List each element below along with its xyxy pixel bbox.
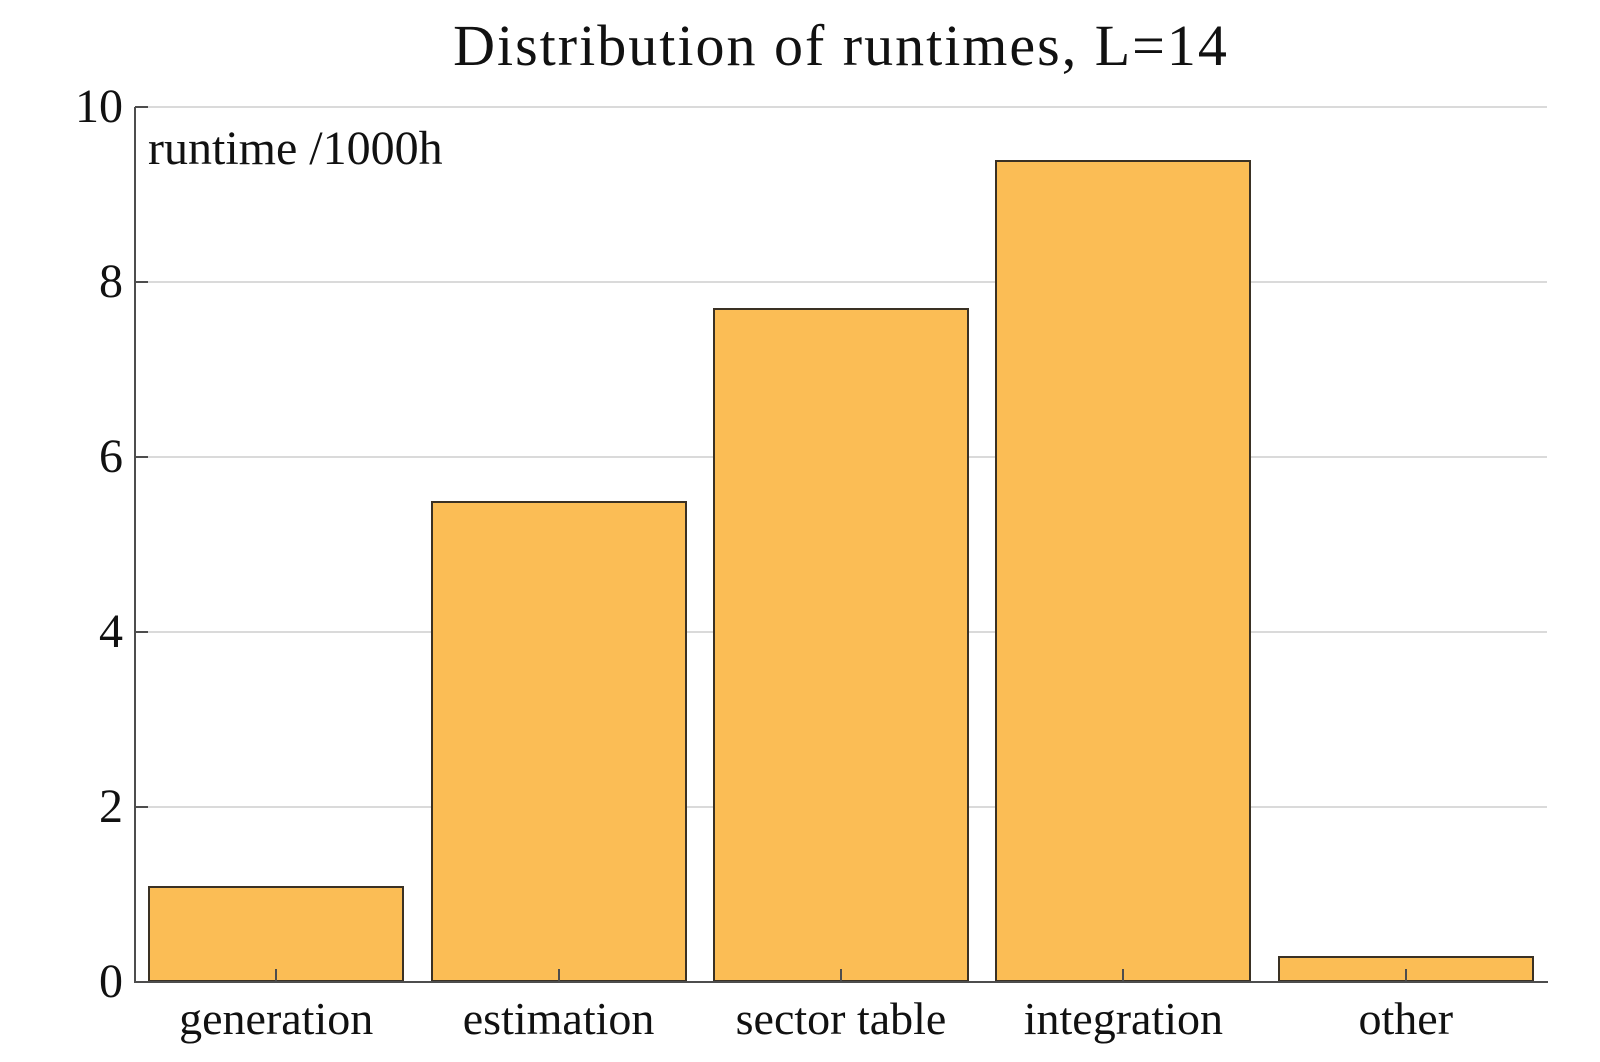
chart-title: Distribution of runtimes, L=14 (453, 13, 1229, 78)
bar-estimation (430, 500, 687, 982)
plot-area: runtime /1000h (134, 106, 1548, 983)
y-tick-label: 10 (75, 80, 123, 133)
x-axis-tick (1404, 969, 1407, 982)
x-axis-tick (557, 969, 560, 982)
y-tick-label: 0 (99, 955, 123, 1008)
bar-generation (148, 885, 405, 982)
y-axis-line (134, 107, 136, 982)
y-tick-label: 6 (99, 430, 123, 483)
y-tick-label: 8 (99, 255, 123, 308)
x-category-label: other (1358, 993, 1454, 1044)
y-tick-label: 2 (99, 780, 123, 833)
y-axis-tick (135, 281, 148, 283)
x-category-label: estimation (462, 993, 655, 1044)
x-category-label: sector table (735, 993, 947, 1044)
y-axis-tick (135, 456, 148, 458)
y-axis-tick (135, 806, 148, 808)
x-category-label: integration (1023, 993, 1224, 1044)
y-axis-tick (135, 106, 148, 108)
bar-sector-table (713, 308, 969, 982)
y-axis-tick (135, 631, 148, 633)
x-axis-tick (1122, 969, 1125, 982)
bar-integration (995, 159, 1252, 982)
y-axis-tick (135, 981, 148, 983)
y-tick-label: 4 (99, 605, 123, 658)
x-axis-tick (275, 969, 278, 982)
y-axis-inner-label: runtime /1000h (148, 122, 443, 175)
gridline (135, 106, 1547, 108)
x-category-label: generation (179, 993, 374, 1044)
x-axis-tick (840, 969, 842, 982)
gridline (135, 281, 1547, 283)
x-axis-line (134, 981, 1548, 983)
